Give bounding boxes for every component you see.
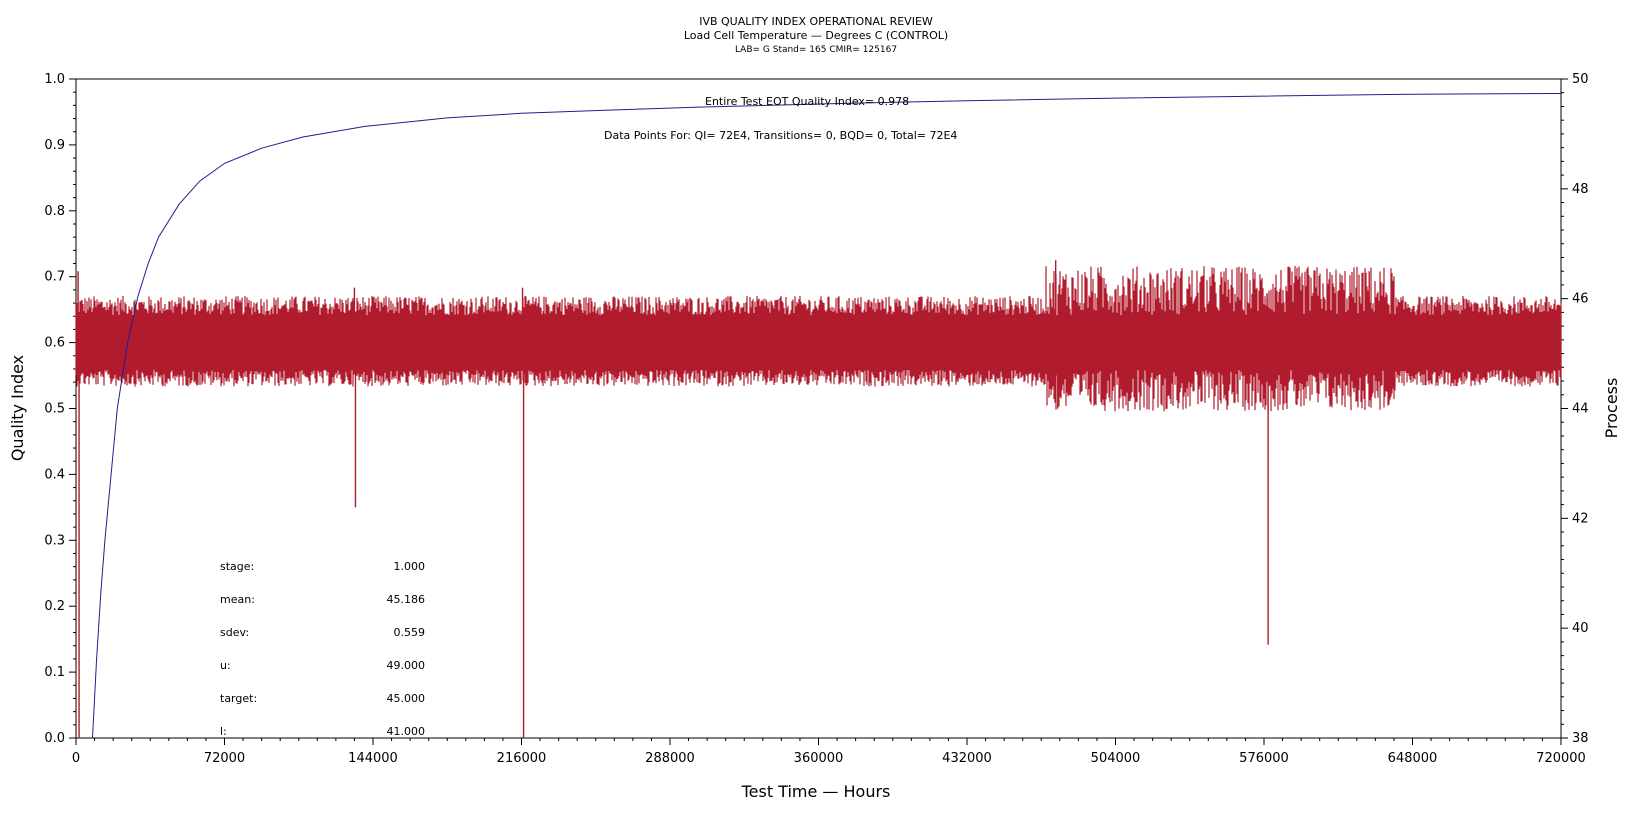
y-left-tick-label: 0.4 <box>44 467 65 482</box>
y-right-tick-label: 50 <box>1572 72 1589 87</box>
x-tick-label: 72000 <box>204 751 245 766</box>
y-left-tick-label: 0.8 <box>44 204 65 219</box>
y-right-tick-label: 46 <box>1572 292 1589 307</box>
y-right-axis-title: Process <box>1602 378 1621 439</box>
y-left-tick-label: 0.9 <box>44 138 65 153</box>
stat-value: 45.000 <box>387 692 426 705</box>
x-tick-label: 216000 <box>497 751 547 766</box>
y-right-tick-label: 40 <box>1572 621 1589 636</box>
stat-label: stage: <box>220 560 254 573</box>
x-tick-label: 432000 <box>942 751 992 766</box>
x-tick-label: 288000 <box>645 751 695 766</box>
y-left-tick-label: 1.0 <box>44 72 65 87</box>
x-tick-label: 648000 <box>1388 751 1438 766</box>
stat-label: sdev: <box>220 626 249 639</box>
y-right-tick-label: 38 <box>1572 731 1589 746</box>
stat-label: target: <box>220 692 257 705</box>
y-left-tick-label: 0.0 <box>44 731 65 746</box>
y-left-tick-label: 0.7 <box>44 270 65 285</box>
x-tick-label: 504000 <box>1091 751 1141 766</box>
y-left-tick-label: 0.3 <box>44 533 65 548</box>
chart-title: IVB QUALITY INDEX OPERATIONAL REVIEW <box>699 15 933 28</box>
y-right-tick-label: 42 <box>1572 511 1589 526</box>
y-left-axis-title: Quality Index <box>8 355 27 461</box>
datapoints-annotation: Data Points For: QI= 72E4, Transitions= … <box>604 129 957 142</box>
x-tick-label: 576000 <box>1239 751 1289 766</box>
process-series <box>75 260 1562 738</box>
x-axis-title: Test Time — Hours <box>741 782 891 801</box>
eot-annotation: Entire Test EOT Quality Index= 0.978 <box>705 95 909 108</box>
stats-table: stage: 1.000 mean: 45.186 sdev: 0.559 u: 49.000… <box>220 560 425 738</box>
y-left-tick-label: 0.5 <box>44 402 65 417</box>
chart-subsubtitle: LAB= G Stand= 165 CMIR= 125167 <box>735 45 897 55</box>
stat-value: 45.186 <box>387 593 426 606</box>
plot-frame <box>75 78 1562 739</box>
stat-value: 41.000 <box>387 725 426 738</box>
y-right-tick-label: 44 <box>1572 402 1589 417</box>
stat-value: 1.000 <box>394 560 426 573</box>
x-tick-label: 0 <box>72 751 80 766</box>
process-band <box>75 265 1562 412</box>
stat-value: 0.559 <box>394 626 426 639</box>
y-left-axis: 0.0 0.1 0.2 0.3 0.4 0.5 0.6 0.7 0.8 0.9 1.0 <box>44 72 76 746</box>
quality-index-line <box>92 93 1562 739</box>
chart-subtitle: Load Cell Temperature — Degrees C (CONTR… <box>684 29 948 42</box>
stat-label: mean: <box>220 593 255 606</box>
y-right-axis: 38 40 42 44 46 48 50 <box>1561 72 1589 746</box>
y-left-tick-label: 0.6 <box>44 336 65 351</box>
x-axis: 0 72000 144000 216000 288000 360000 432000 5040… <box>72 738 1586 766</box>
stat-label: l: <box>220 725 227 738</box>
y-right-tick-label: 48 <box>1572 182 1589 197</box>
stat-value: 49.000 <box>387 659 426 672</box>
x-tick-label: 144000 <box>348 751 398 766</box>
x-tick-label: 360000 <box>794 751 844 766</box>
stat-label: u: <box>220 659 231 672</box>
y-left-tick-label: 0.2 <box>44 599 65 614</box>
y-left-tick-label: 0.1 <box>44 665 65 680</box>
x-tick-label: 720000 <box>1536 751 1586 766</box>
